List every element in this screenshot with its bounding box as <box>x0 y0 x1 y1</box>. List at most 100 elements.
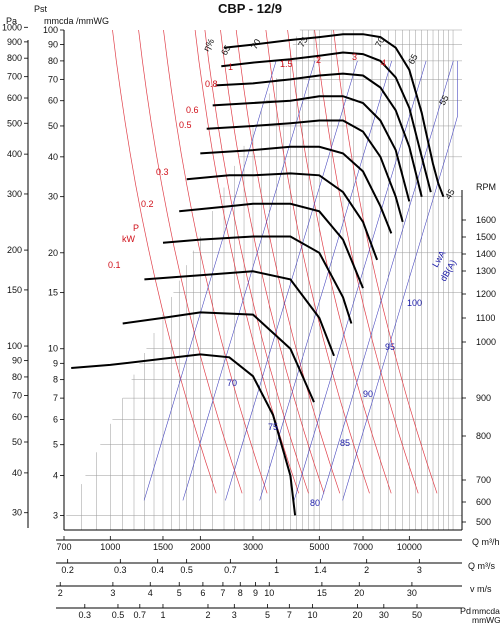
rpm-tick-label-900: 900 <box>476 393 491 403</box>
efficiency-label: η% <box>201 37 216 53</box>
noise-label-100: 100 <box>407 298 422 308</box>
fan-curve-1600 <box>223 33 445 198</box>
rpm-tick-label-1100: 1100 <box>476 313 495 323</box>
efficiency-label-4: 65 <box>406 52 420 66</box>
pa-tick-label-50: 50 <box>12 437 22 447</box>
x-axis-2-tick-label-8: 8 <box>238 588 243 598</box>
rpm-tick-label-600: 600 <box>476 497 491 507</box>
pa-tick-label-400: 400 <box>7 149 22 159</box>
mm-tick-label-30: 30 <box>48 192 58 202</box>
rpm-tick-label-1200: 1200 <box>476 289 496 299</box>
mm-tick-label-8: 8 <box>53 375 58 385</box>
pa-tick-label-80: 80 <box>12 372 22 382</box>
power-line-0.2 <box>138 29 243 494</box>
pa-tick-label-150: 150 <box>7 285 22 295</box>
rpm-tick-label-1500: 1500 <box>476 232 496 242</box>
noise-line-75 <box>182 60 316 501</box>
x-axis-0-tick-label-10000: 10000 <box>397 542 422 552</box>
noise-label-70: 70 <box>227 378 237 388</box>
left-axis-pa-label: Pa <box>6 16 17 26</box>
fan-curve-600 <box>122 311 315 403</box>
power-line-0.6 <box>204 29 309 494</box>
fan-curve-1400 <box>215 72 423 197</box>
x-axis-0-tick-label-700: 700 <box>56 542 71 552</box>
power-label-kw: kW <box>122 234 136 244</box>
noise-label-80: 80 <box>310 498 320 508</box>
pa-tick-label-1000: 1000 <box>2 22 22 32</box>
x-axis-0-tick-label-1000: 1000 <box>100 542 120 552</box>
x-axis-pd-unit-mmwg: mmWG <box>472 615 500 625</box>
x-axis-0-tick-label-7000: 7000 <box>353 542 373 552</box>
mm-tick-label-80: 80 <box>48 56 58 66</box>
efficiency-label-0: 65 <box>219 43 233 57</box>
pa-tick-label-100: 100 <box>7 341 22 351</box>
mm-tick-label-50: 50 <box>48 121 58 131</box>
mm-tick-label-90: 90 <box>48 40 58 50</box>
x-axis-2-tick-label-20: 20 <box>354 588 364 598</box>
power-label-0.8: 0.8 <box>205 79 218 89</box>
noise-label-95: 95 <box>385 342 395 352</box>
x-axis-0-tick-label-3000: 3000 <box>243 542 263 552</box>
noise-line-70 <box>143 60 277 501</box>
power-label-0.6: 0.6 <box>186 105 199 115</box>
left-axis-mm-label: mmcda /mmWG <box>44 16 109 26</box>
mm-tick-label-70: 70 <box>48 74 58 84</box>
rpm-tick-label-1000: 1000 <box>476 337 496 347</box>
rpm-tick-label-1600: 1600 <box>476 215 496 225</box>
pa-tick-label-700: 700 <box>7 72 22 82</box>
x-axis-2-tick-label-15: 15 <box>317 588 327 598</box>
rpm-tick-label-1300: 1300 <box>476 266 496 276</box>
mm-tick-label-9: 9 <box>53 358 58 368</box>
x-axis-1-tick-label-1: 1 <box>274 565 279 575</box>
x-axis-2-tick-label-7: 7 <box>220 588 225 598</box>
fan-curve-900 <box>179 202 364 289</box>
x-axis-pd-unit-mmcda: mmcda <box>472 606 500 616</box>
efficiency-label-6: 45 <box>443 187 457 201</box>
mm-tick-label-60: 60 <box>48 96 58 106</box>
x-axis-2-tick-label-2: 2 <box>58 588 63 598</box>
pa-tick-label-300: 300 <box>7 189 22 199</box>
x-axis-2-tick-label-10: 10 <box>264 588 274 598</box>
x-axis-2-tick-label-6: 6 <box>200 588 205 598</box>
power-label-0.2: 0.2 <box>141 199 154 209</box>
mm-tick-label-7: 7 <box>53 393 58 403</box>
power-line-0.3 <box>163 29 268 494</box>
pa-tick-label-200: 200 <box>7 245 22 255</box>
power-label-0.5: 0.5 <box>179 120 192 130</box>
pa-tick-label-800: 800 <box>7 53 22 63</box>
x-axis-2-tick-label-30: 30 <box>407 588 417 598</box>
x-axis-1-tick-label-0.4: 0.4 <box>151 565 164 575</box>
power-line-0.8 <box>220 29 325 494</box>
mm-tick-label-10: 10 <box>48 344 58 354</box>
noise-label-90: 90 <box>363 389 373 399</box>
rpm-tick-label-500: 500 <box>476 517 491 527</box>
x-axis-0-tick-label-5000: 5000 <box>309 542 329 552</box>
power-label-1.5: 1.5 <box>280 59 293 69</box>
noise-label-75: 75 <box>268 422 278 432</box>
power-label-1: 1 <box>228 62 233 72</box>
x-axis-2-tick-label-3: 3 <box>110 588 115 598</box>
x-axis-0-tick-label-1500: 1500 <box>153 542 173 552</box>
efficiency-label-1: 70 <box>249 37 263 51</box>
rpm-tick-label-1400: 1400 <box>476 249 496 259</box>
curves-layer <box>71 33 445 516</box>
noise-line-95 <box>321 60 454 501</box>
fan-curve-1500 <box>221 51 432 193</box>
power-label-p: P <box>133 223 139 233</box>
x-axis-3-tick-label-5: 5 <box>265 610 270 620</box>
fan-curve-1200 <box>206 119 404 223</box>
fan-curve-800 <box>162 235 353 324</box>
pa-tick-label-70: 70 <box>12 390 22 400</box>
x-axis-1-tick-label-0.3: 0.3 <box>114 565 127 575</box>
noise-line-100 <box>342 60 458 501</box>
x-axis-3-tick-label-0.5: 0.5 <box>112 610 125 620</box>
x-axis-q-m3s-unit: Q m³/s <box>468 561 495 571</box>
power-label-4: 4 <box>381 58 386 68</box>
x-axis-3-tick-label-2: 2 <box>205 610 210 620</box>
power-line-2 <box>287 29 392 494</box>
x-axis-v-unit: v m/s <box>470 584 492 594</box>
x-axis-1-tick-label-2: 2 <box>364 565 369 575</box>
axes-layer <box>24 26 466 609</box>
pa-tick-label-40: 40 <box>12 468 22 478</box>
